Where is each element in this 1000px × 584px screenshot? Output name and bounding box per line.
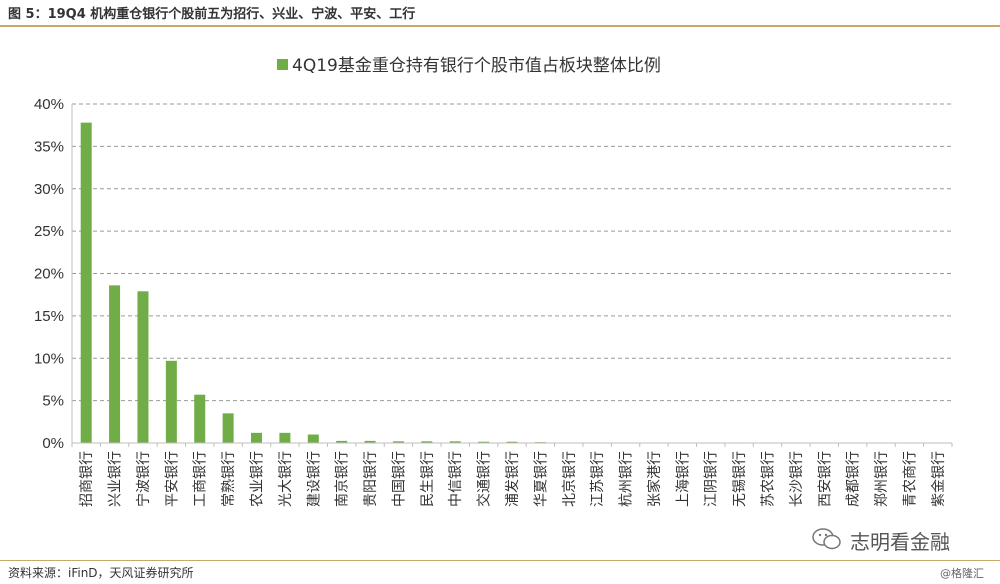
x-tick-label: 常熟银行	[221, 451, 237, 507]
x-tick-label: 南京银行	[335, 451, 351, 507]
x-tick-label: 成都银行	[846, 451, 862, 507]
bar	[251, 432, 263, 443]
bar	[506, 441, 518, 443]
bar	[222, 413, 234, 443]
bottom-rule	[0, 560, 1000, 561]
x-tick-label: 长沙银行	[789, 451, 805, 507]
x-tick-label: 无锡银行	[732, 451, 748, 507]
x-tick-label: 青农商行	[902, 451, 918, 507]
bar	[307, 434, 319, 443]
x-tick-label: 民生银行	[420, 451, 436, 507]
x-tick-label: 平安银行	[164, 451, 180, 507]
bar	[194, 394, 206, 443]
x-tick-label: 中信银行	[448, 451, 464, 507]
figure-title: 图 5：19Q4 机构重仓银行个股前五为招行、兴业、宁波、平安、工行	[8, 7, 416, 22]
bar	[165, 360, 177, 443]
y-tick-label: 15%	[34, 308, 64, 325]
y-tick-label: 35%	[34, 138, 64, 155]
x-tick-label: 江苏银行	[590, 451, 606, 507]
x-tick-label: 北京银行	[562, 451, 578, 507]
x-tick-label: 中国银行	[391, 451, 407, 507]
bars	[80, 122, 944, 444]
x-tick-label: 农业银行	[250, 451, 266, 507]
bar	[421, 441, 433, 443]
y-tick-label: 0%	[42, 435, 64, 452]
x-tick-label: 杭州银行	[619, 451, 635, 507]
bar	[478, 441, 490, 443]
bar	[279, 432, 291, 443]
bar	[392, 441, 404, 443]
y-tick-label: 10%	[34, 350, 64, 367]
x-tick-label: 贵阳银行	[363, 451, 379, 507]
bar	[137, 291, 149, 443]
x-tick-label: 苏农银行	[760, 451, 776, 507]
y-axis: 0% 5% 10% 15% 20% 25% 30% 35% 40%	[34, 96, 73, 452]
x-tick-label: 光大银行	[278, 451, 294, 507]
watermark-text: 志明看金融	[850, 530, 950, 554]
bar	[336, 440, 348, 443]
x-tick-label: 上海银行	[675, 451, 691, 507]
x-tick-label: 西安银行	[817, 451, 833, 507]
source-note: 资料来源：iFinD，天风证券研究所	[8, 566, 194, 580]
watermark-source: @格隆汇	[940, 567, 984, 580]
x-tick-label: 张家港行	[646, 451, 663, 507]
x-tick-label: 交通银行	[476, 451, 493, 507]
bar	[364, 440, 376, 443]
x-tick-label: 江阴银行	[704, 451, 720, 507]
bar	[80, 122, 92, 444]
y-tick-label: 20%	[34, 266, 64, 283]
x-tick-label: 招商银行	[79, 451, 95, 507]
x-tick-label: 工商银行	[193, 451, 209, 507]
x-axis: 招商银行 兴业银行 宁波银行 平安银行 工商银行 常熟银行 农业银行 光大银行 建设银行 南京银行…	[71, 442, 953, 507]
bar	[109, 285, 121, 443]
bar-chart: 4Q19基金重仓持有银行个股市值占板块整体比例 0% 5% 10% 15% 20% 25%…	[34, 56, 953, 507]
y-tick-label: 5%	[42, 393, 64, 410]
x-tick-label: 建设银行	[306, 451, 322, 507]
bar	[449, 441, 461, 443]
x-tick-label: 华夏银行	[533, 451, 549, 507]
top-rule	[0, 25, 1000, 27]
x-tick-label: 浦发银行	[505, 451, 521, 507]
chart-legend: 4Q19基金重仓持有银行个股市值占板块整体比例	[277, 56, 661, 76]
legend-label: 4Q19基金重仓持有银行个股市值占板块整体比例	[292, 56, 661, 76]
y-tick-label: 30%	[34, 181, 64, 198]
x-tick-label: 兴业银行	[108, 451, 124, 507]
gridlines	[72, 103, 952, 402]
x-tick-label: 郑州银行	[874, 451, 890, 507]
legend-swatch	[277, 59, 288, 70]
x-tick-label: 紫金银行	[931, 451, 947, 507]
wechat-icon	[812, 528, 841, 550]
y-tick-label: 40%	[34, 96, 64, 113]
x-tick-label: 宁波银行	[135, 451, 152, 507]
y-tick-label: 25%	[34, 223, 64, 240]
